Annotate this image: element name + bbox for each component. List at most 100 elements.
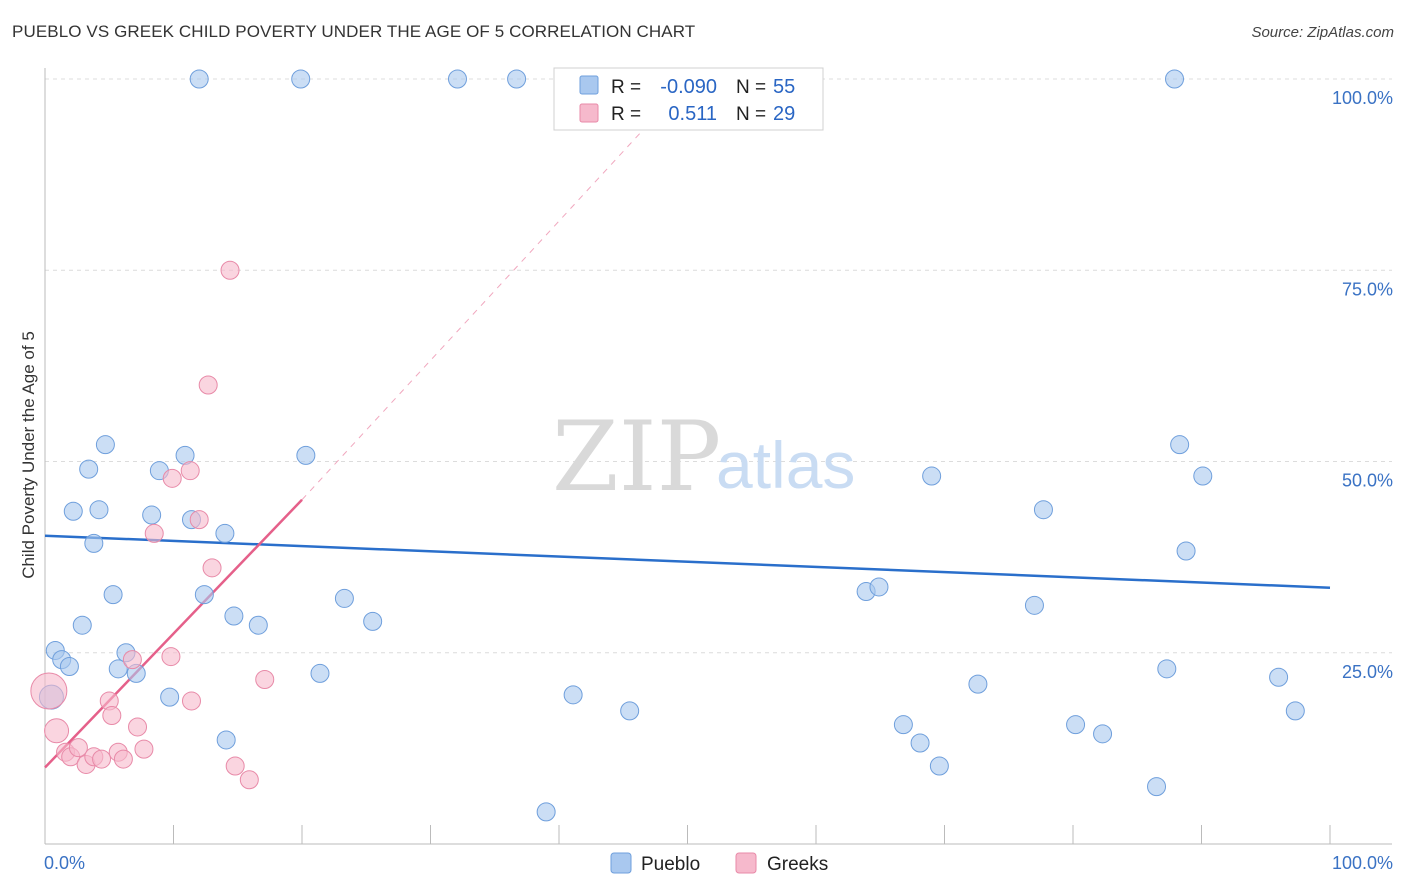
y-tick-label-3: 25.0% [1342,662,1393,682]
legend-pueblo-swatch [610,852,632,874]
pueblo-point-14 [142,505,162,525]
pueblo-point-21 [215,523,235,543]
pueblo-point-10 [103,585,123,605]
x-tick-label-1: 100.0% [1332,853,1393,873]
pueblo-point-22 [216,730,236,750]
greeks-trend-extension [301,109,663,501]
chart-title: PUEBLO VS GREEK CHILD POVERTY UNDER THE … [12,22,696,41]
pueblo-point-26 [296,445,316,465]
legend-greeks-label: Greeks [767,854,828,875]
pueblo-point-51 [1176,541,1196,561]
stats-greeks-r-label: R = [611,104,641,125]
greeks-trend-line [44,498,303,769]
pueblo-point-28 [334,588,354,608]
greeks-point-16 [161,647,181,667]
pueblo-point-23 [224,606,244,626]
stats-pueblo-r-label: R = [611,77,641,98]
pueblo-point-48 [1157,659,1177,679]
pueblo-point-19 [189,69,209,89]
pueblo-point-47 [1147,777,1167,797]
pueblo-point-31 [507,69,527,89]
pueblo-point-40 [922,466,942,486]
stats-pueblo-n-value: 55 [773,76,795,98]
greeks-point-14 [134,739,154,759]
pueblo-point-9 [95,435,115,455]
greeks-point-15 [144,523,164,543]
pueblo-point-46 [1093,724,1113,744]
pueblo-point-41 [929,756,949,776]
pueblo-point-54 [1285,701,1305,721]
watermark: ZIP atlas [552,401,855,513]
pueblo-point-11 [108,659,128,679]
stats-greeks-n-label: N = [736,104,766,125]
stats-greeks-n-value: 29 [773,103,795,125]
greeks-point-23 [225,756,245,776]
y-tick-label-2: 50.0% [1342,471,1393,491]
pueblo-point-6 [79,459,99,479]
y-tick-label-0: 100.0% [1332,88,1393,108]
x-tick-label-0: 0.0% [44,853,85,873]
pueblo-trend-line [44,534,1331,589]
pueblo-point-52 [1193,466,1213,486]
trend-lines [44,109,1331,769]
greeks-point-12 [122,650,142,670]
pueblo-point-32 [536,802,556,822]
pueblo-point-8 [89,500,109,520]
greeks-point-0 [30,672,68,710]
greeks-point-26 [198,375,218,395]
greeks-point-20 [189,510,209,530]
axes [44,68,1392,845]
chart-source: Source: ZipAtlas.com [1251,24,1394,41]
y-tick-label-1: 75.0% [1342,279,1393,299]
greeks-point-9 [102,705,122,725]
legend-greeks-swatch [735,852,757,874]
pueblo-point-16 [160,687,180,707]
greeks-point-11 [113,749,133,769]
pueblo-point-5 [72,615,92,635]
legend-pueblo-label: Pueblo [641,854,700,875]
tick-labels: 100.0% 75.0% 50.0% 25.0% 0.0% 100.0% [44,88,1393,873]
stats-legend-box [553,67,824,131]
scatter-points [30,69,1305,822]
greeks-point-19 [181,691,201,711]
greeks-point-22 [220,260,240,280]
watermark-atlas-text: atlas [716,428,855,502]
greeks-point-13 [128,717,148,737]
stats-pueblo-swatch [579,75,599,95]
watermark-zip-text: ZIP [552,401,721,513]
greeks-point-4 [68,738,88,758]
pueblo-point-25 [291,69,311,89]
pueblo-point-33 [563,685,583,705]
pueblo-point-29 [363,611,383,631]
pueblo-point-7 [84,533,104,553]
greeks-point-1 [44,718,70,744]
stats-legend: R = -0.090 N = 55 R = 0.511 N = 29 [553,67,824,131]
greeks-point-17 [162,468,182,488]
pueblo-point-49 [1165,69,1185,89]
pueblo-point-34 [620,701,640,721]
pueblo-point-27 [310,663,330,683]
pueblo-point-50 [1170,435,1190,455]
greeks-point-21 [202,558,222,578]
pueblo-point-44 [1033,500,1053,520]
pueblo-point-37 [869,577,889,597]
y-axis-label: Child Poverty Under the Age of 5 [19,331,38,579]
series-legend: Pueblo Greeks [610,852,828,875]
pueblo-point-24 [248,615,268,635]
pueblo-point-43 [1024,595,1044,615]
stats-pueblo-r-value: -0.090 [660,76,717,98]
gridlines [45,78,1392,654]
pueblo-point-42 [968,674,988,694]
greeks-point-18 [180,461,200,481]
pueblo-point-20 [194,585,214,605]
stats-pueblo-n-label: N = [736,77,766,98]
pueblo-point-53 [1269,667,1289,687]
pueblo-point-30 [447,69,467,89]
pueblo-point-39 [910,733,930,753]
greeks-point-24 [239,770,259,790]
pueblo-point-3 [59,657,79,677]
stats-greeks-r-value: 0.511 [668,103,717,125]
greeks-point-25 [255,670,275,690]
pueblo-point-4 [63,501,83,521]
